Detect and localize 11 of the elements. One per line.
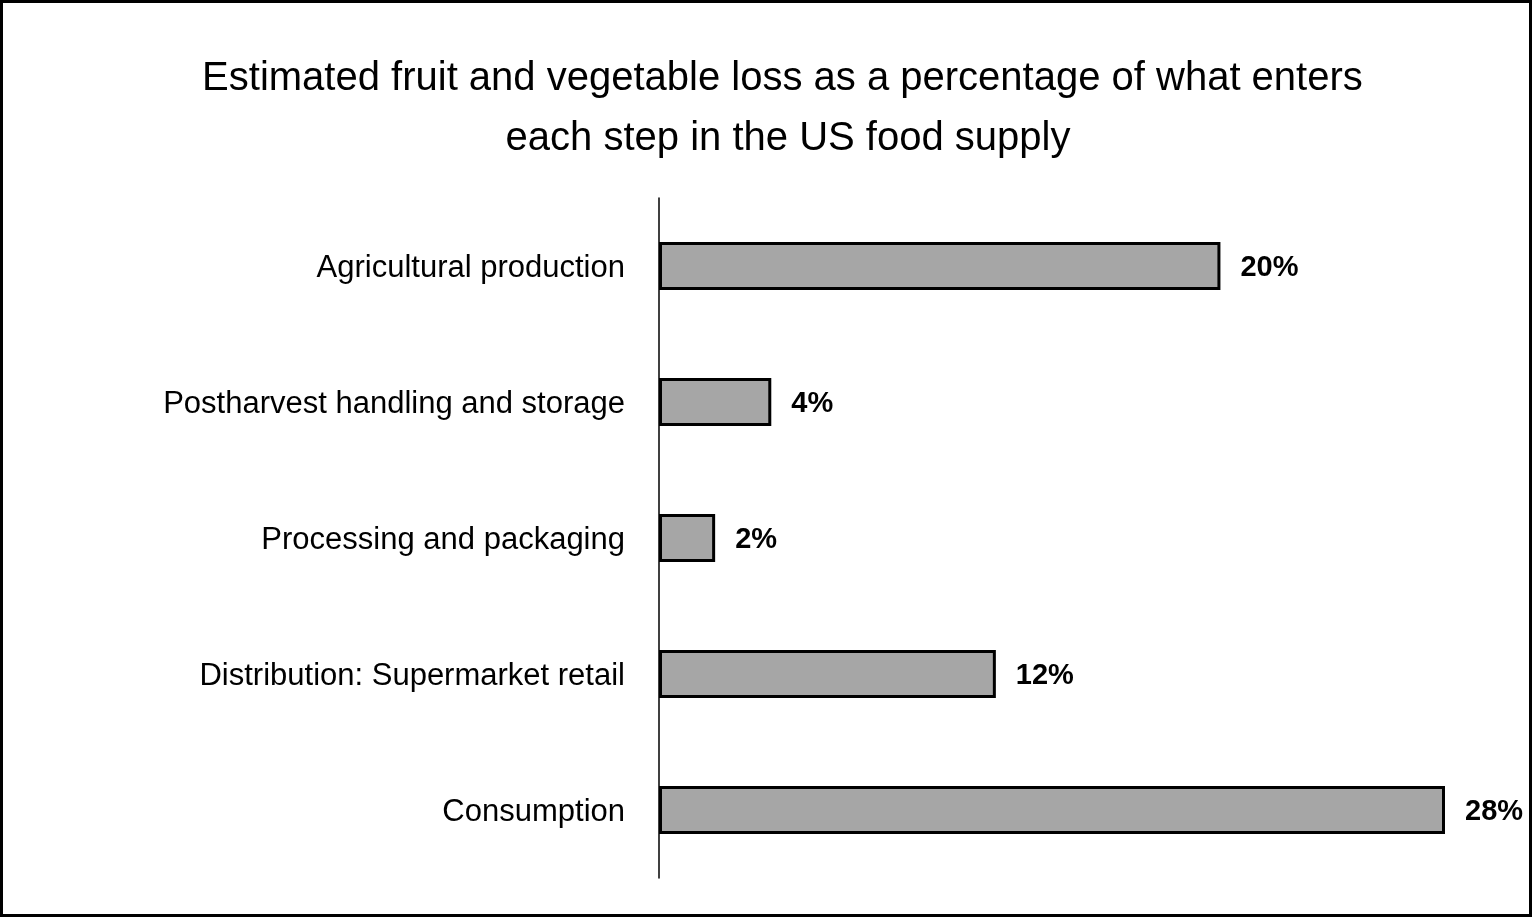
- y-tick-label: Distribution: Supermarket retail: [199, 656, 625, 692]
- data-label: 28%: [1465, 794, 1524, 826]
- y-tick-label: Agricultural production: [316, 248, 625, 284]
- data-label: 20%: [1240, 250, 1299, 282]
- data-label: 12%: [1015, 658, 1075, 690]
- data-label: 2%: [735, 522, 778, 554]
- chart-title: Estimated fruit and vegetable loss as a percentage of what enters each step in the US food supply: [202, 54, 1374, 158]
- y-tick-label: Processing and packaging: [261, 520, 625, 556]
- data-label: 4%: [791, 386, 834, 418]
- y-tick-label: Consumption: [442, 792, 625, 828]
- y-tick-label: Postharvest handling and storage: [163, 384, 625, 420]
